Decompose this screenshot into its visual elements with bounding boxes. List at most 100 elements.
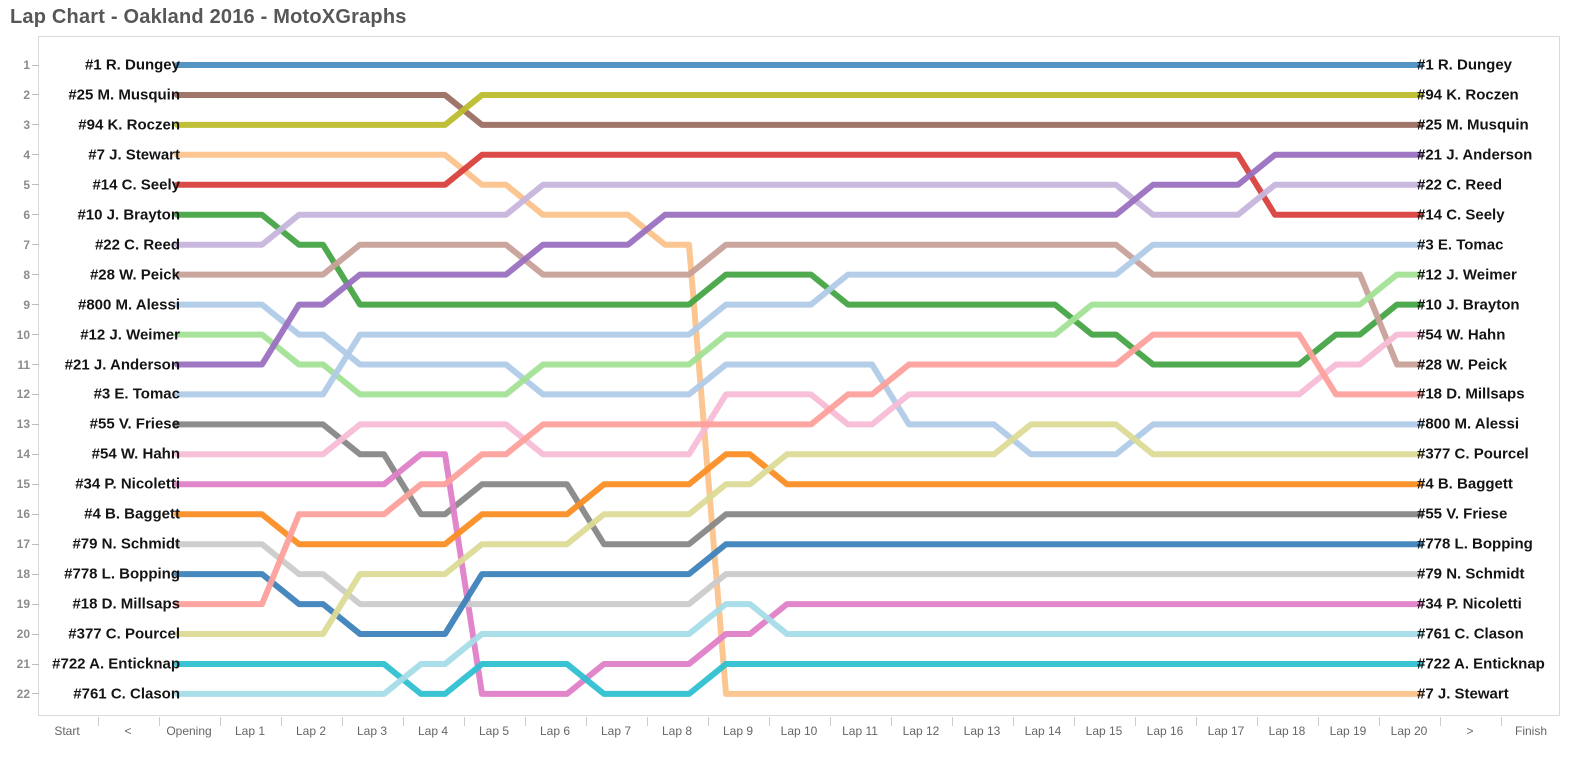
start-label--18-d-millsaps: #18 D. Millsaps [72,595,180,613]
row-tick [32,453,39,455]
row-number-12: 12 [16,387,30,402]
axis-label-lap-15: Lap 15 [1085,724,1123,738]
axis-separator [707,717,709,726]
rider-line--25-m-musquin[interactable] [174,92,1424,128]
row-number-20: 20 [16,627,30,642]
finish-label--54-w-hahn: #54 W. Hahn [1417,326,1506,344]
finish-label--778-l-bopping: #778 L. Bopping [1417,535,1533,553]
finish-label--4-b-baggett: #4 B. Baggett [1417,475,1513,493]
start-label--21-j-anderson: #21 J. Anderson [64,356,180,373]
row-number-9: 9 [23,297,30,312]
rider-line--18-d-millsaps[interactable] [174,331,1424,608]
rider-line--377-c-pourcel[interactable] [174,421,1424,637]
row-tick [32,603,39,605]
finish-label--28-w-peick: #28 W. Peick [1417,356,1508,373]
rider-line--761-c-clason[interactable] [174,601,1424,697]
finish-label--722-a-enticknap: #722 A. Enticknap [1417,655,1545,673]
axis-separator [1378,717,1380,726]
axis-separator [463,717,465,726]
axis-label-lap-3: Lap 3 [356,724,388,738]
row-tick [32,244,39,246]
row-tick [32,364,39,365]
row-tick [32,483,39,485]
row-tick [32,304,39,306]
axis-separator [402,717,404,726]
start-label--722-a-enticknap: #722 A. Enticknap [52,655,180,673]
row-number-7: 7 [23,237,30,252]
axis-nav-next[interactable]: > [1466,724,1474,738]
finish-label--55-v-friese: #55 V. Friese [1417,505,1508,523]
finish-label--34-p-nicoletti: #34 P. Nicoletti [1417,595,1522,613]
rider-line--778-l-bopping[interactable] [174,541,1424,637]
rider-line--79-n-schmidt[interactable] [174,541,1424,608]
axis-separator [1256,717,1258,726]
row-tick [32,633,39,635]
start-label--34-p-nicoletti: #34 P. Nicoletti [75,475,180,493]
rider-line--722-a-enticknap[interactable] [174,661,1424,697]
axis-label-lap-20: Lap 20 [1390,724,1428,738]
row-number-17: 17 [16,537,30,552]
finish-label--761-c-clason: #761 C. Clason [1417,625,1524,643]
finish-label--12-j-weimer: #12 J. Weimer [1417,266,1517,284]
row-tick [32,513,39,515]
finish-label--1-r-dungey: #1 R. Dungey [1417,56,1513,74]
rider-line--12-j-weimer[interactable] [174,271,1424,398]
start-label--79-n-schmidt: #79 N. Schmidt [72,535,180,553]
finish-label--18-d-millsaps: #18 D. Millsaps [1417,385,1525,403]
rider-line--22-c-reed[interactable] [174,181,1424,248]
rider-line--94-k-roczen[interactable] [174,92,1424,128]
rider-line--28-w-peick[interactable] [174,241,1424,368]
axis-nav-prev[interactable]: < [124,724,132,738]
row-number-1: 1 [23,58,30,72]
axis-label-lap-16: Lap 16 [1146,724,1184,738]
row-number-18: 18 [16,567,30,582]
row-tick [32,573,39,575]
rider-line--34-p-nicoletti[interactable] [174,451,1424,697]
rider-line--21-j-anderson[interactable] [174,151,1424,368]
row-number-2: 2 [23,87,30,102]
rider-line--10-j-brayton[interactable] [174,211,1424,368]
row-number-19: 19 [16,597,30,612]
axis-separator [280,717,282,726]
axis-separator [1317,717,1319,726]
finish-label--21-j-anderson: #21 J. Anderson [1417,146,1533,164]
rider-line--3-e-tomac[interactable] [174,241,1424,398]
row-tick [32,663,39,665]
rider-line--800-m-alessi[interactable] [174,301,1424,458]
start-label--7-j-stewart: #7 J. Stewart [88,146,180,164]
rider-line--14-c-seely[interactable] [174,151,1424,218]
axis-separator [890,717,892,726]
axis-separator [219,717,221,726]
row-number-13: 13 [16,417,30,432]
row-number-22: 22 [16,686,30,701]
page-title: Lap Chart - Oakland 2016 - MotoXGraphs [10,6,407,28]
row-number-4: 4 [23,147,30,162]
axis-label-lap-14: Lap 14 [1024,724,1062,738]
axis-label-lap-4: Lap 4 [417,724,449,738]
start-label--14-c-seely: #14 C. Seely [92,176,180,194]
finish-label--94-k-roczen: #94 K. Roczen [1417,86,1519,104]
start-label--761-c-clason: #761 C. Clason [73,685,180,703]
axis-separator [829,717,831,726]
start-label--3-e-tomac: #3 E. Tomac [93,385,180,403]
start-label--55-v-friese: #55 V. Friese [89,415,180,433]
axis-separator [1439,717,1441,726]
row-number-10: 10 [16,327,30,342]
axis-label-lap-11: Lap 11 [842,724,878,738]
axis-separator [1500,717,1502,726]
axis-label-lap-17: Lap 17 [1207,724,1245,738]
row-tick [32,124,39,126]
row-number-5: 5 [23,177,30,192]
axis-separator [524,717,526,726]
rider-line--4-b-baggett[interactable] [174,451,1424,548]
axis-label-start: Start [54,724,80,738]
rider-line--55-v-friese[interactable] [174,421,1424,548]
rider-line--7-j-stewart[interactable] [174,151,1424,697]
row-tick [32,64,39,66]
axis-label-opening: Opening [166,724,212,738]
rider-line--54-w-hahn[interactable] [174,331,1424,458]
axis-label-lap-1: Lap 1 [234,724,266,738]
axis-separator [1134,717,1136,726]
axis-label-lap-13: Lap 13 [963,724,1001,738]
axis-separator [97,717,99,726]
